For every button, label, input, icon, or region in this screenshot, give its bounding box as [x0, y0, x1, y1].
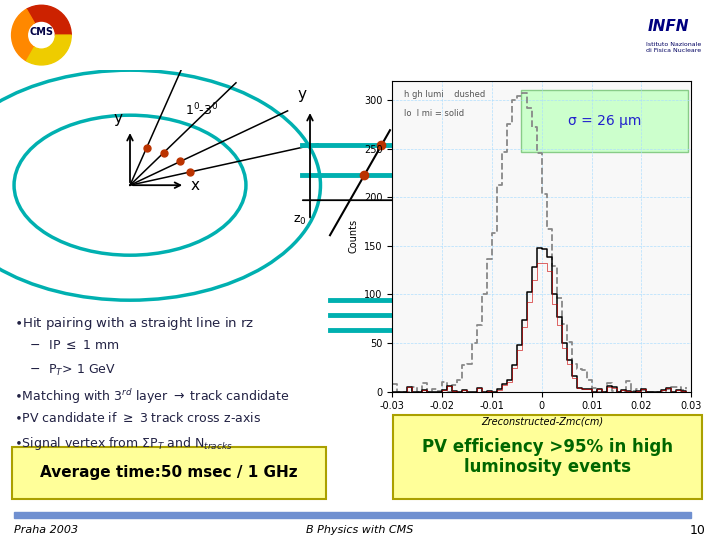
Text: z$_0$: z$_0$ — [293, 214, 307, 227]
FancyBboxPatch shape — [521, 90, 688, 152]
Text: 1$^0$-3$^0$: 1$^0$-3$^0$ — [185, 102, 219, 118]
Text: x: x — [191, 178, 200, 193]
FancyBboxPatch shape — [393, 415, 702, 499]
Wedge shape — [27, 35, 71, 65]
Text: lo  l mi = solid: lo l mi = solid — [405, 109, 464, 118]
Text: $\bullet$Matching with 3$^{rd}$ layer $\rightarrow$ track candidate: $\bullet$Matching with 3$^{rd}$ layer $\… — [14, 387, 289, 406]
Text: y: y — [114, 111, 122, 126]
Text: Average time:50 msec / 1 GHz: Average time:50 msec / 1 GHz — [40, 465, 298, 481]
Text: Primary vertex reconstruction: Primary vertex reconstruction — [147, 23, 573, 47]
Text: $-$  P$_T$> 1 GeV: $-$ P$_T$> 1 GeV — [14, 363, 116, 379]
Text: Istituto Nazionale
di Fisica Nucleare: Istituto Nazionale di Fisica Nucleare — [646, 42, 701, 53]
Text: INFN: INFN — [648, 19, 689, 34]
FancyBboxPatch shape — [12, 447, 326, 499]
Text: B Physics with CMS: B Physics with CMS — [306, 525, 414, 535]
Text: σ = 26 μm: σ = 26 μm — [568, 114, 642, 129]
Y-axis label: Counts: Counts — [348, 219, 359, 253]
Text: y: y — [297, 87, 307, 102]
Text: CMS: CMS — [30, 26, 53, 37]
Text: PV efficiency >95% in high
luminosity events: PV efficiency >95% in high luminosity ev… — [422, 437, 673, 476]
Wedge shape — [27, 5, 71, 35]
Text: 7cm: 7cm — [426, 138, 456, 152]
Text: $\bullet$PV candidate if $\geq$ 3 track cross z-axis: $\bullet$PV candidate if $\geq$ 3 track … — [14, 411, 261, 425]
Text: 4cm: 4cm — [426, 168, 456, 182]
Bar — [14, 512, 691, 518]
Text: $-$  IP $\leq$ 1 mm: $-$ IP $\leq$ 1 mm — [14, 339, 120, 352]
Text: Praha 2003: Praha 2003 — [14, 525, 78, 535]
Text: 10: 10 — [690, 524, 706, 537]
Text: $\bullet$Hit pairing with a straight line in rz: $\bullet$Hit pairing with a straight lin… — [14, 315, 254, 332]
Wedge shape — [12, 9, 35, 61]
Text: z: z — [436, 193, 444, 208]
X-axis label: Zreconstructed-Zmc(cm): Zreconstructed-Zmc(cm) — [481, 417, 603, 427]
Text: h gh lumi    dushed: h gh lumi dushed — [405, 90, 485, 99]
Text: $\bullet$Signal vertex from $\Sigma$P$_T$ and N$_{tracks}$: $\bullet$Signal vertex from $\Sigma$P$_T… — [14, 435, 233, 452]
